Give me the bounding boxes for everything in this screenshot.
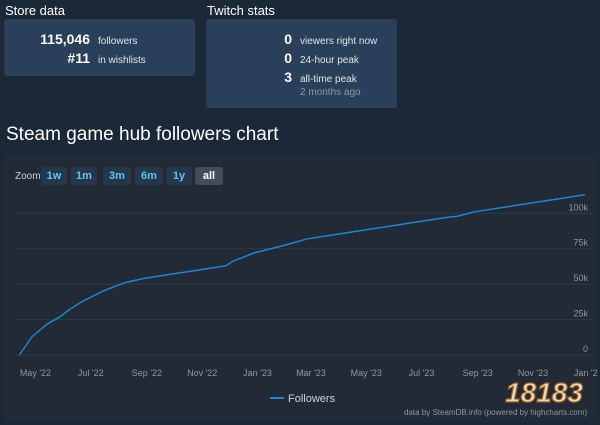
x-tick-label: Mar '23 bbox=[296, 368, 326, 378]
x-tick-label: May '23 bbox=[351, 368, 382, 378]
store-data-title: Store data bbox=[5, 3, 65, 18]
x-tick-label: May '22 bbox=[20, 368, 51, 378]
x-tick-label: Jul '22 bbox=[78, 368, 104, 378]
x-tick-label: Jan '23 bbox=[243, 368, 272, 378]
x-tick-label: Jul '23 bbox=[409, 368, 435, 378]
zoom-button-1m[interactable]: 1m bbox=[71, 167, 97, 185]
peak-24h-label: 24-hour peak bbox=[300, 55, 359, 66]
y-tick-label: 50k bbox=[573, 273, 588, 283]
watermark-logo: 18183 bbox=[504, 376, 583, 408]
zoom-label: Zoom bbox=[15, 171, 41, 182]
chart-grid bbox=[14, 212, 594, 356]
followers-count: 115,046 bbox=[40, 31, 90, 47]
followers-series-line bbox=[18, 194, 586, 356]
x-tick-label: Jan '24 bbox=[574, 368, 598, 378]
followers-chart: Zoom 1w 1m 3m 6m 1y all 0 25k 50k 75k 100k M… bbox=[4, 154, 598, 422]
peak-24h-stat: 0 24-hour peak bbox=[206, 50, 359, 66]
store-data-panel: 115,046 followers #11 in wishlists bbox=[4, 19, 195, 76]
x-axis-ticks: May '22 Jul '22 Sep '22 Nov '22 Jan '23 Mar '… bbox=[20, 368, 598, 378]
followers-label: followers bbox=[98, 36, 138, 47]
y-tick-label: 100k bbox=[568, 202, 588, 212]
legend-followers-label[interactable]: Followers bbox=[288, 393, 336, 405]
zoom-button-1w[interactable]: 1w bbox=[41, 167, 67, 185]
y-tick-label: 75k bbox=[573, 238, 588, 248]
wishlist-label: in wishlists bbox=[98, 55, 146, 66]
all-time-peak-stat: 3 all-time peak bbox=[206, 69, 357, 85]
all-time-peak-ago: 2 months ago bbox=[300, 87, 361, 98]
followers-stat: 115,046 followers bbox=[4, 31, 137, 47]
wishlist-rank: #11 bbox=[67, 50, 90, 66]
chart-credit: data by SteamDB.info (powered by highcha… bbox=[404, 408, 588, 417]
zoom-button-3m[interactable]: 3m bbox=[103, 167, 131, 185]
twitch-stats-panel: 0 viewers right now 0 24-hour peak 3 all… bbox=[206, 19, 397, 108]
x-tick-label: Sep '23 bbox=[463, 368, 493, 378]
watermark-text: 18183 bbox=[505, 377, 583, 408]
x-tick-label: Nov '23 bbox=[518, 368, 548, 378]
y-tick-label: 25k bbox=[573, 309, 588, 319]
zoom-button-1y[interactable]: 1y bbox=[166, 167, 192, 185]
all-time-peak-label: all-time peak bbox=[300, 74, 357, 85]
all-time-peak-value: 3 bbox=[284, 69, 292, 85]
chart-plot: 0 25k 50k 75k 100k May '22 Jul '22 Sep '22 Nov … bbox=[14, 194, 598, 405]
x-tick-label: Nov '22 bbox=[187, 368, 217, 378]
zoom-button-all[interactable]: all bbox=[195, 167, 223, 185]
zoom-button-6m[interactable]: 6m bbox=[135, 167, 163, 185]
x-tick-label: Sep '22 bbox=[132, 368, 162, 378]
chart-legend: Followers bbox=[270, 393, 336, 405]
y-tick-label: 0 bbox=[583, 344, 588, 354]
y-axis-ticks: 0 25k 50k 75k 100k bbox=[568, 202, 588, 354]
viewers-now-label: viewers right now bbox=[300, 36, 378, 47]
viewers-now-value: 0 bbox=[284, 31, 292, 47]
peak-24h-value: 0 bbox=[284, 50, 292, 66]
viewers-now-stat: 0 viewers right now bbox=[206, 31, 377, 47]
twitch-stats-title: Twitch stats bbox=[207, 3, 275, 18]
wishlist-stat: #11 in wishlists bbox=[4, 50, 146, 66]
chart-heading: Steam game hub followers chart bbox=[6, 124, 279, 145]
